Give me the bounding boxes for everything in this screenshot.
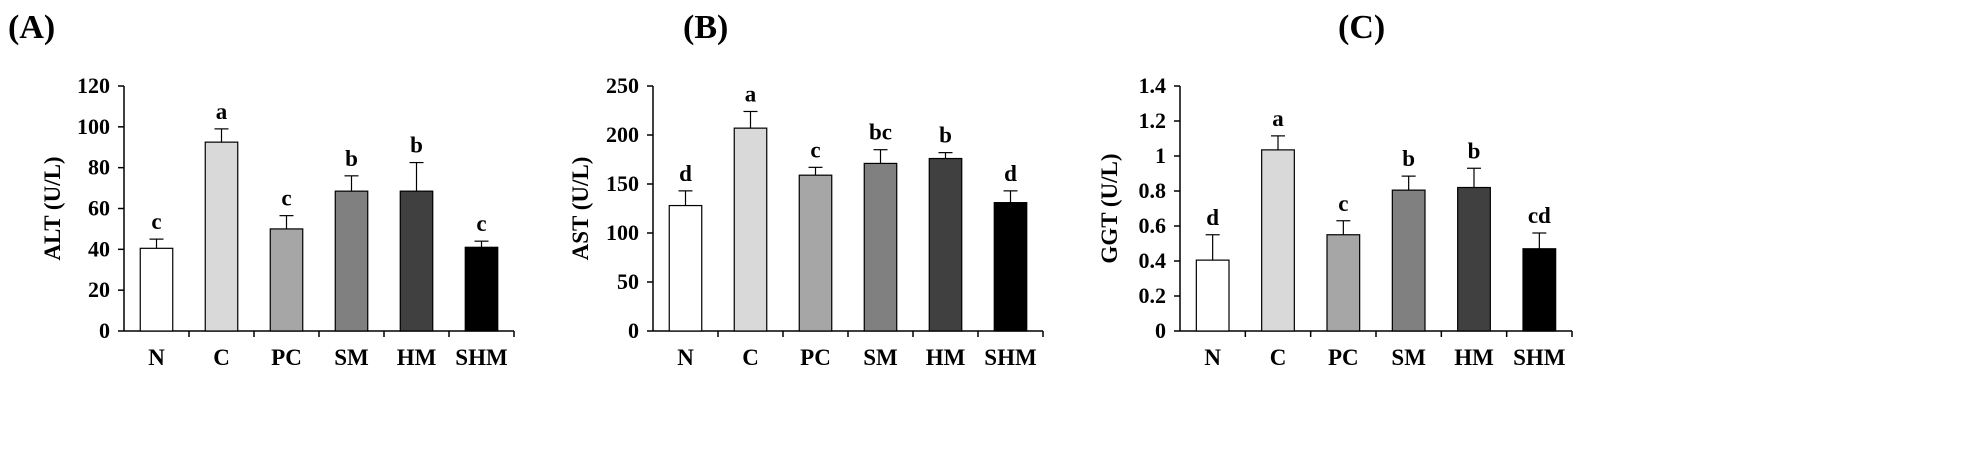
significance-label: b (345, 146, 358, 171)
bar-sm (863, 162, 898, 332)
category-label: PC (1328, 345, 1359, 370)
y-tick-label: 1.2 (1139, 108, 1167, 133)
panel-label: (B) (683, 9, 728, 46)
y-tick-label: 0 (1155, 318, 1166, 343)
significance-label: d (1004, 161, 1017, 186)
y-tick-label: 1 (1155, 143, 1166, 168)
significance-label: b (1468, 138, 1481, 163)
bar-n (139, 247, 174, 332)
y-tick-label: 0 (628, 318, 639, 343)
bar-c (1261, 149, 1295, 332)
y-tick-label: 100 (77, 114, 110, 139)
significance-label: a (745, 81, 757, 106)
bar-hm (399, 190, 434, 332)
y-tick-label: 60 (88, 196, 110, 221)
y-tick-label: 40 (88, 236, 110, 261)
category-label: N (1204, 345, 1221, 370)
significance-label: c (476, 211, 486, 236)
significance-label: d (679, 161, 692, 186)
bar-n (1195, 259, 1230, 332)
category-label: N (148, 345, 165, 370)
y-tick-label: 150 (606, 171, 639, 196)
y-axis-title: GGT (U/L) (1097, 153, 1122, 263)
bar-sm (334, 190, 369, 332)
significance-label: c (281, 186, 291, 211)
significance-label: a (1272, 106, 1284, 131)
significance-label: cd (1528, 203, 1551, 228)
y-tick-label: 200 (606, 122, 639, 147)
significance-label: b (939, 123, 952, 148)
y-tick-label: 50 (617, 269, 639, 294)
category-label: SM (334, 345, 369, 370)
category-label: SM (1391, 345, 1426, 370)
significance-label: a (216, 99, 228, 124)
significance-label: c (1338, 191, 1348, 216)
category-label: SHM (1513, 345, 1566, 370)
bar-c (733, 127, 768, 332)
category-label: SHM (984, 345, 1037, 370)
bar-shm (464, 246, 499, 332)
bar-c (204, 141, 239, 332)
chart-panel: (A) ALT (U/L) 0 20 40 60 80 100 120 c Na Cc PC b SM b HM… (8, 9, 515, 370)
chart-panel: (B) AST (U/L) 0 50 100 150 200 250 d Na Cc PC bc SM b H… (568, 9, 1044, 370)
y-axis-title: AST (U/L) (568, 157, 593, 261)
bar-sm (1391, 189, 1426, 332)
significance-label: bc (869, 120, 892, 145)
y-tick-label: 0.8 (1139, 178, 1167, 203)
y-tick-label: 250 (606, 73, 639, 98)
y-tick-label: 0.4 (1139, 248, 1167, 273)
category-label: HM (926, 345, 966, 370)
bar-shm (993, 202, 1028, 332)
bar-n (668, 204, 703, 332)
bar-hm (928, 157, 963, 332)
y-tick-label: 120 (77, 73, 110, 98)
y-tick-label: 0.2 (1139, 283, 1167, 308)
significance-label: b (410, 133, 423, 158)
y-tick-label: 20 (88, 277, 110, 302)
y-tick-label: 0 (99, 318, 110, 343)
y-tick-label: 100 (606, 220, 639, 245)
panel-label: (A) (8, 9, 55, 46)
y-tick-label: 80 (88, 155, 110, 180)
y-tick-label: 1.4 (1139, 73, 1167, 98)
bar-pc (798, 174, 833, 332)
category-label: SM (863, 345, 898, 370)
category-label: N (677, 345, 694, 370)
category-label: SHM (455, 345, 508, 370)
category-label: C (742, 345, 759, 370)
significance-label: c (151, 209, 161, 234)
bar-pc (1326, 234, 1361, 332)
category-label: HM (1454, 345, 1494, 370)
significance-label: c (810, 137, 820, 162)
significance-label: d (1206, 205, 1219, 230)
category-label: PC (271, 345, 302, 370)
bar-hm (1457, 186, 1491, 332)
panel-label: (C) (1338, 9, 1385, 46)
category-label: C (1270, 345, 1287, 370)
y-axis-title: ALT (U/L) (40, 156, 65, 260)
significance-label: b (1402, 146, 1415, 171)
y-tick-label: 0.6 (1139, 213, 1167, 238)
category-label: C (213, 345, 230, 370)
bar-pc (269, 228, 304, 332)
chart-panel: (C) GGT (U/L) 0 0.2 0.4 0.6 0.8 1 1.2 1.4 d Na Cc PC b… (1097, 9, 1573, 370)
bar-shm (1522, 248, 1557, 332)
category-label: PC (800, 345, 831, 370)
category-label: HM (397, 345, 437, 370)
